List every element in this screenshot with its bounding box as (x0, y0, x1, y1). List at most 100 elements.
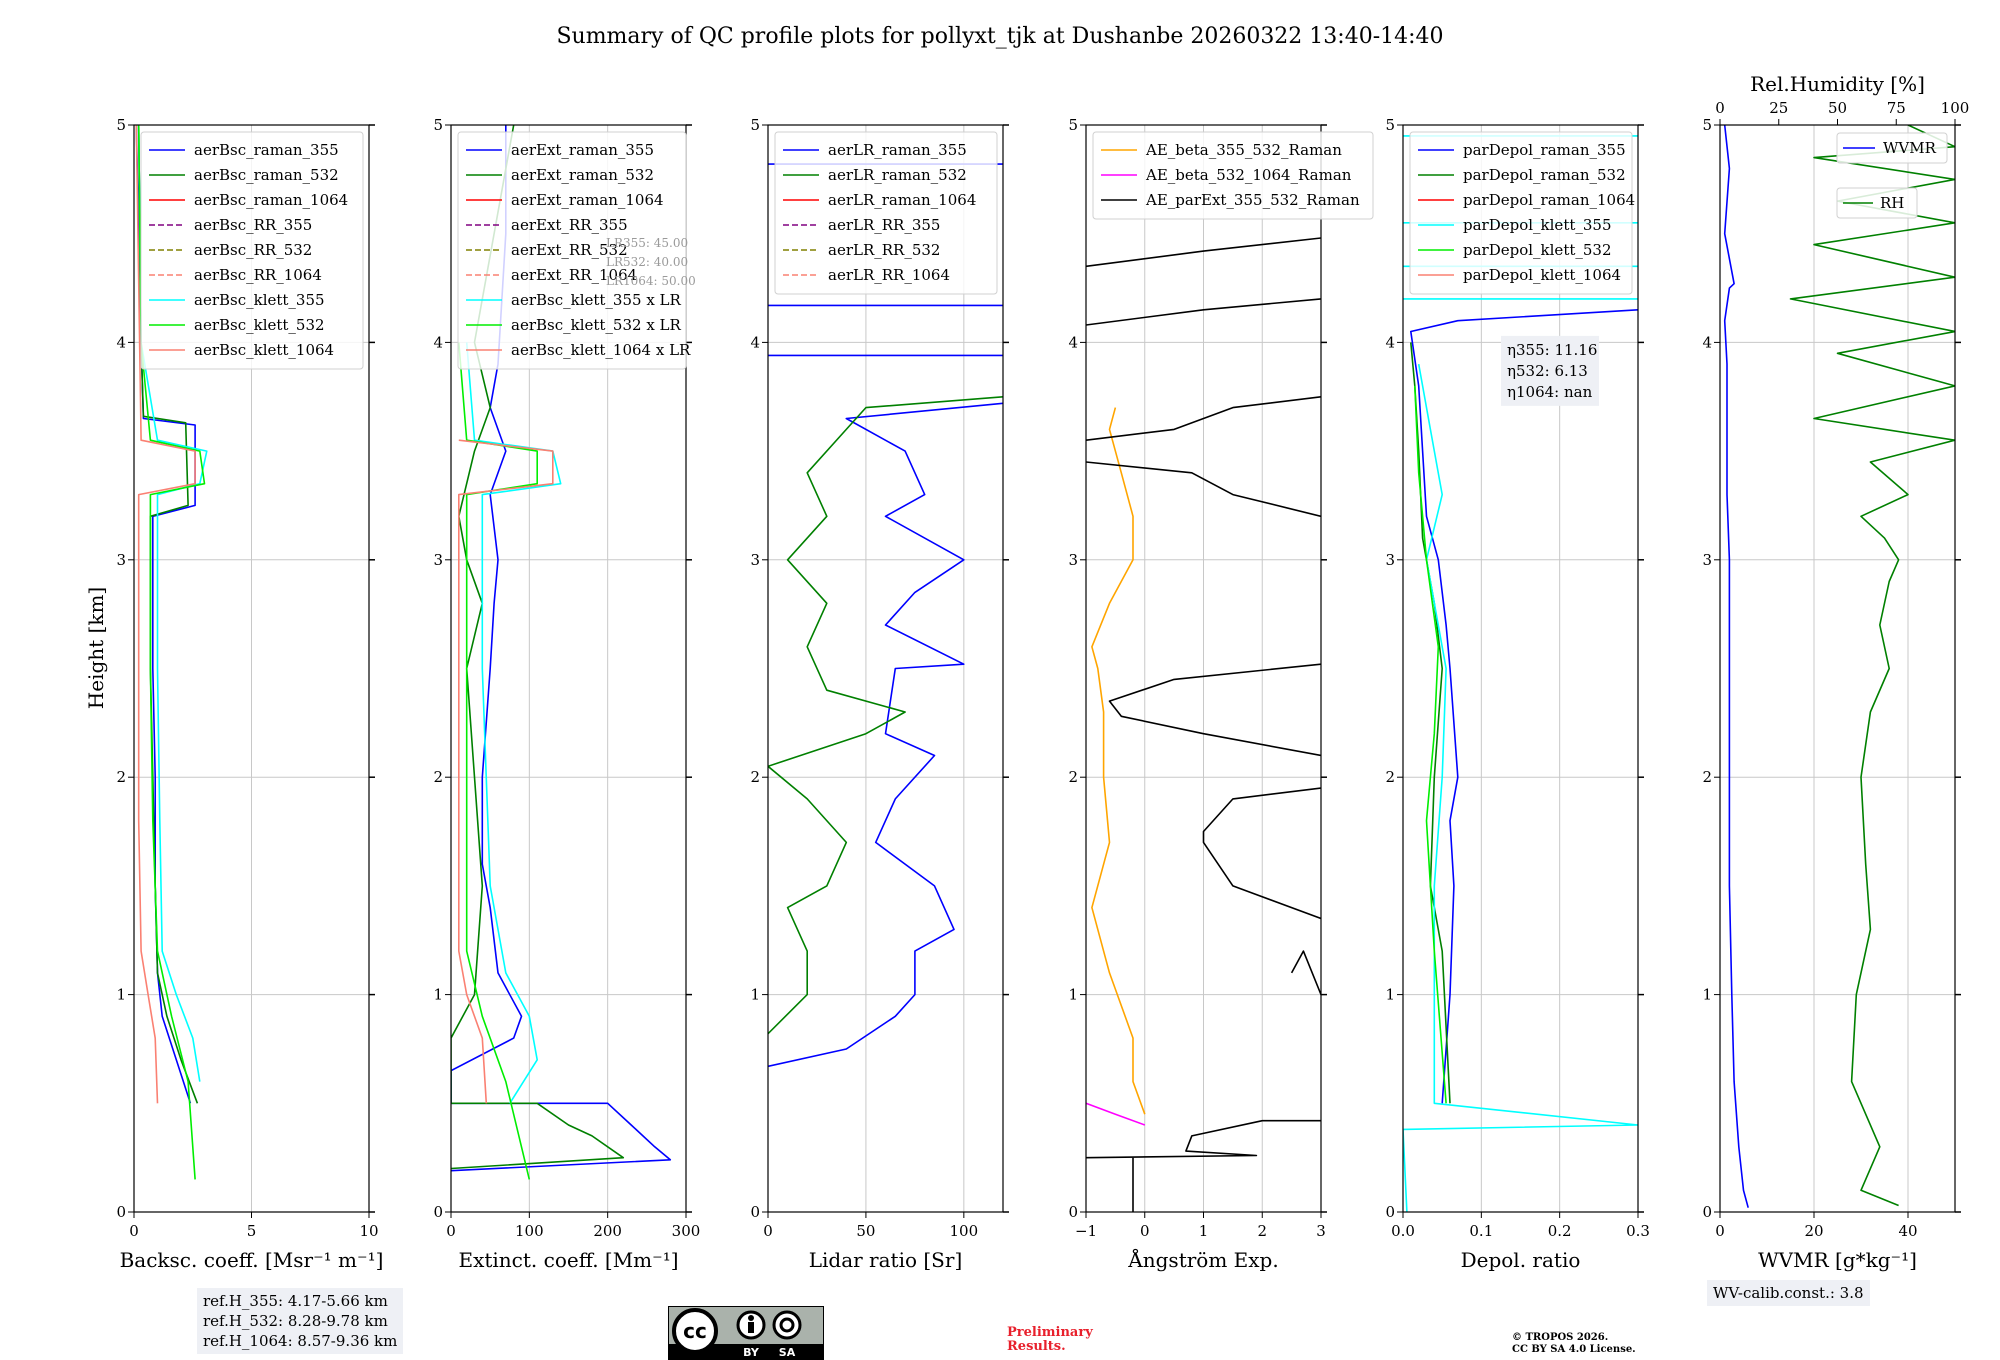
by-label: BY (743, 1346, 760, 1359)
cc-logo-icon (672, 1308, 718, 1354)
legend-box-wvmr (1836, 132, 1948, 164)
series-angstrom-ae-parext-355-532-raman-6 (1086, 461, 1321, 518)
series-backscatter-aerbsc-klett-355-2 (137, 125, 208, 1082)
x2tick-label-2: 50 (1828, 99, 1847, 117)
legend-label-extinction-3: aerExt_RR_355 (511, 216, 628, 234)
ytick-label-backscatter-0: 0 (116, 1203, 126, 1221)
xtick-label-extinction-3: 300 (672, 1222, 701, 1240)
panel-lidar_ratio: 0 50 100 0 1 2 3 4 5 Lidar ratio [Sr] aerLR_raman_… (750, 116, 1009, 1272)
series-extinction-aerbsc-klett-355-x-lr-2 (465, 342, 562, 1104)
xtick-label-backscatter-1: 5 (247, 1222, 257, 1240)
preliminary-line-1: Preliminary (1007, 1325, 1093, 1340)
ytick-label-extinction-5: 5 (433, 116, 443, 134)
xtick-label-depol-1: 0.1 (1469, 1222, 1493, 1240)
axes-frame-wvmr_rh (1719, 124, 1956, 1213)
ytick-label-angstrom-2: 2 (1068, 768, 1078, 786)
series-group-lidar_ratio (768, 163, 1003, 1068)
copyright-line-2: CC BY SA 4.0 License. (1512, 1344, 1636, 1355)
series-angstrom-ae-beta-355-532-raman-0 (1091, 407, 1146, 1115)
ytick-label-angstrom-1: 1 (1068, 986, 1078, 1004)
ytick-label-wvmr_rh-1: 1 (1702, 986, 1712, 1004)
series-group-depol (1403, 135, 1638, 1212)
legend-label-lidar_ratio-2: aerLR_raman_1064 (828, 191, 976, 209)
legend-label-depol-3: parDepol_klett_355 (1463, 216, 1612, 234)
series-angstrom-ae-parext-355-532-raman-5 (1108, 663, 1321, 757)
ytick-label-lidar_ratio-3: 3 (750, 551, 760, 569)
ytick-label-backscatter-1: 1 (116, 986, 126, 1004)
legend-label-backscatter-5: aerBsc_RR_1064 (194, 266, 322, 284)
series-wvmr_rh-wvmr-0 (1723, 125, 1749, 1208)
series-depol-pardepol-raman-355-0 (1410, 309, 1638, 1104)
legend-box-extinction (457, 131, 687, 370)
series-depol-pardepol-klett-532-3 (1414, 385, 1447, 1104)
legend-box-backscatter (140, 131, 364, 370)
ytick-label-lidar_ratio-4: 4 (750, 333, 760, 351)
wv-calib-text: WV-calib.const.: 3.8 (1713, 1284, 1864, 1302)
x2tick-label-0: 0 (1715, 99, 1725, 117)
ytick-label-angstrom-3: 3 (1068, 551, 1078, 569)
sa-share-icon (772, 1310, 802, 1340)
legend-label-backscatter-7: aerBsc_klett_532 (194, 316, 325, 334)
series-extinction-aerext-raman-532-1 (451, 125, 625, 1170)
ref-height-355: ref.H_355: 4.17-5.66 km (203, 1292, 388, 1310)
series-angstrom-ae-parext-355-532-raman-4 (1202, 787, 1321, 920)
legend-label-backscatter-0: aerBsc_raman_355 (194, 141, 339, 159)
ytick-label-angstrom-4: 4 (1068, 333, 1078, 351)
xtick-label-extinction-1: 100 (515, 1222, 544, 1240)
ytick-label-lidar_ratio-0: 0 (750, 1203, 760, 1221)
legend-label-extinction-0: aerExt_raman_355 (511, 141, 654, 159)
ytick-label-extinction-0: 0 (433, 1203, 443, 1221)
x2tick-label-3: 75 (1887, 99, 1906, 117)
legend-label-depol-0: parDepol_raman_355 (1463, 141, 1626, 159)
lr-label-2: LR1064: 50.00 (606, 274, 696, 288)
legend-label-depol-4: parDepol_klett_532 (1463, 241, 1612, 259)
ytick-label-wvmr_rh-3: 3 (1702, 551, 1712, 569)
ytick-label-backscatter-2: 2 (116, 768, 126, 786)
legend-label-backscatter-6: aerBsc_klett_355 (194, 291, 325, 309)
sa-share-arrow (779, 1317, 795, 1333)
xtick-label-depol-2: 0.2 (1548, 1222, 1572, 1240)
series-angstrom-ae-parext-355-532-raman-7 (1086, 396, 1321, 441)
xtick-label-wvmr_rh-2: 40 (1898, 1222, 1917, 1240)
xtick-label-wvmr_rh-1: 20 (1804, 1222, 1823, 1240)
legend-label-rh: RH (1880, 194, 1904, 212)
xtick-label-lidar_ratio-2: 100 (950, 1222, 979, 1240)
series-backscatter-aerbsc-klett-532-3 (137, 125, 206, 1180)
xtick-label-lidar_ratio-1: 50 (856, 1222, 875, 1240)
eta-box (1501, 335, 1599, 406)
figure-title: Summary of QC profile plots for pollyxt_… (556, 24, 1444, 49)
series-angstrom-ae-parext-355-532-raman-8 (1086, 298, 1321, 326)
series-extinction-aerext-raman-355-0 (451, 125, 672, 1172)
preliminary-line-2: Results. (1007, 1339, 1066, 1354)
ytick-label-angstrom-0: 0 (1068, 1203, 1078, 1221)
ytick-label-backscatter-4: 4 (116, 333, 126, 351)
ytick-label-backscatter-3: 3 (116, 551, 126, 569)
sa-label: SA (779, 1346, 796, 1359)
xtick-label-backscatter-2: 10 (359, 1222, 378, 1240)
lr-label-1: LR532: 40.00 (606, 255, 688, 269)
legend-label-backscatter-8: aerBsc_klett_1064 (194, 341, 334, 359)
legend-label-lidar_ratio-0: aerLR_raman_355 (828, 141, 967, 159)
ytick-label-extinction-4: 4 (433, 333, 443, 351)
copyright-line-1: © TROPOS 2026. (1512, 1332, 1609, 1343)
ytick-label-wvmr_rh-5: 5 (1702, 116, 1712, 134)
eta-label-1: η532: 6.13 (1507, 362, 1588, 380)
panel-backscatter: 0 5 10 0 1 2 3 4 5 Backsc. coeff. [Msr⁻¹ m⁻¹] aerB… (116, 116, 383, 1272)
xtick-label-angstrom-3: 2 (1257, 1222, 1267, 1240)
series-angstrom-ae-beta-532-1064-raman-1 (1086, 1102, 1146, 1126)
ytick-label-depol-5: 5 (1385, 116, 1395, 134)
by-person-head (748, 1315, 754, 1321)
xtick-label-angstrom-4: 3 (1316, 1222, 1326, 1240)
xtick-label-depol-0: 0.0 (1391, 1222, 1415, 1240)
x2tick-label-1: 25 (1769, 99, 1788, 117)
series-extinction-aerbsc-klett-1064-x-lr-4 (457, 439, 554, 1104)
xlabel-extinction: Extinct. coeff. [Mm⁻¹] (458, 1248, 678, 1272)
y-axis-label: Height [km] (84, 587, 108, 709)
cc-logo-text: cc (683, 1319, 707, 1343)
wv-calib-box: WV-calib.const.: 3.8 (1707, 1280, 1870, 1306)
ytick-label-depol-4: 4 (1385, 333, 1395, 351)
ytick-label-angstrom-5: 5 (1068, 116, 1078, 134)
eta-label-0: η355: 11.16 (1507, 341, 1597, 359)
